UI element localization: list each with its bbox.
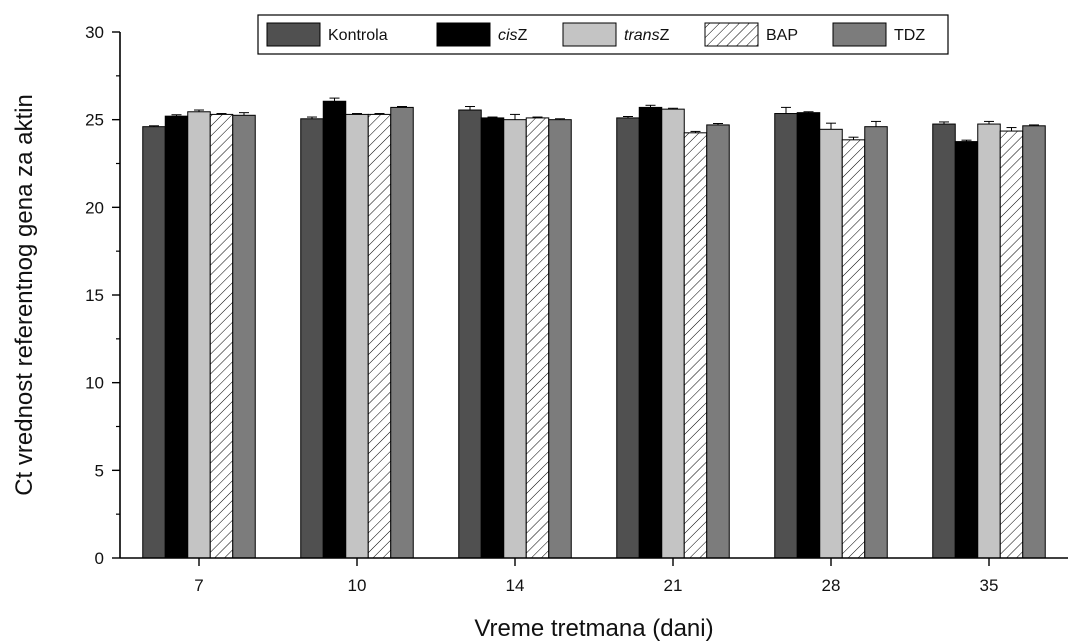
bar-bap-14 (525, 117, 550, 559)
bar-transz-35 (977, 123, 1001, 559)
y-tick-label: 0 (95, 549, 104, 568)
bar-kontrola-21 (616, 117, 640, 559)
bar-transz-21 (661, 108, 685, 559)
legend-label-transz: transZ (624, 27, 670, 44)
y-tick-label: 5 (95, 461, 104, 480)
x-tick-label: 35 (980, 576, 999, 595)
x-tick-label: 21 (664, 576, 683, 595)
bar-cisz-35 (954, 141, 979, 559)
y-tick-label: 15 (85, 286, 104, 305)
bar-transz-14 (503, 119, 527, 559)
legend-label-kontrola: Kontrola (328, 27, 388, 44)
bar-transz-7 (187, 111, 211, 559)
bar-cisz-21 (638, 106, 663, 559)
x-tick-label: 28 (822, 576, 841, 595)
bar-bap-21 (683, 132, 708, 559)
y-tick-label: 25 (85, 111, 104, 130)
axes-layer (119, 32, 1068, 559)
y-tick-label: 20 (85, 198, 104, 217)
legend: Kontrola cisZ transZ BAP TDZ (257, 14, 949, 55)
bar-bap-28 (841, 139, 866, 559)
legend-label-cisz: cisZ (498, 27, 528, 44)
x-tick-label: 10 (348, 576, 367, 595)
bar-tdz-10 (390, 106, 414, 559)
bar-kontrola-28 (774, 113, 798, 559)
bar-cisz-10 (322, 100, 347, 559)
x-tick-label: 7 (194, 576, 203, 595)
ticks-layer: 0 5 10 15 20 25 30 7 10 14 21 28 35 (85, 23, 998, 595)
bar-tdz-21 (706, 124, 730, 559)
y-tick-label: 30 (85, 23, 104, 42)
bar-kontrola-14 (458, 109, 482, 559)
bar-tdz-14 (548, 119, 572, 559)
x-tick-label: 14 (506, 576, 525, 595)
bar-tdz-7 (232, 114, 256, 559)
bar-tdz-28 (864, 126, 888, 559)
bar-bap-7 (209, 113, 234, 559)
y-axis-title: Ct vrednost referentnog gena za aktin (11, 94, 38, 496)
bar-kontrola-7 (142, 126, 166, 559)
bar-kontrola-35 (932, 123, 956, 559)
bar-tdz-35 (1022, 125, 1046, 559)
bar-kontrola-10 (300, 118, 324, 559)
bar-bap-35 (999, 130, 1024, 559)
legend-swatch-kontrola (266, 22, 321, 47)
bar-transz-28 (819, 128, 843, 559)
bars-layer (142, 97, 1046, 559)
legend-label-bap: BAP (766, 27, 798, 44)
bar-cisz-14 (480, 117, 505, 559)
bar-cisz-28 (796, 112, 821, 559)
bar-cisz-7 (164, 115, 189, 559)
y-tick-label: 10 (85, 374, 104, 393)
legend-swatch-cisz (436, 22, 491, 47)
legend-label-tdz: TDZ (894, 27, 925, 44)
legend-swatch-bap (704, 22, 759, 47)
legend-swatch-transz (562, 22, 617, 47)
x-axis-title: Vreme tretmana (dani) (474, 615, 713, 642)
legend-swatch-tdz (832, 22, 887, 47)
bar-bap-10 (367, 113, 392, 559)
bar-transz-10 (345, 113, 369, 559)
